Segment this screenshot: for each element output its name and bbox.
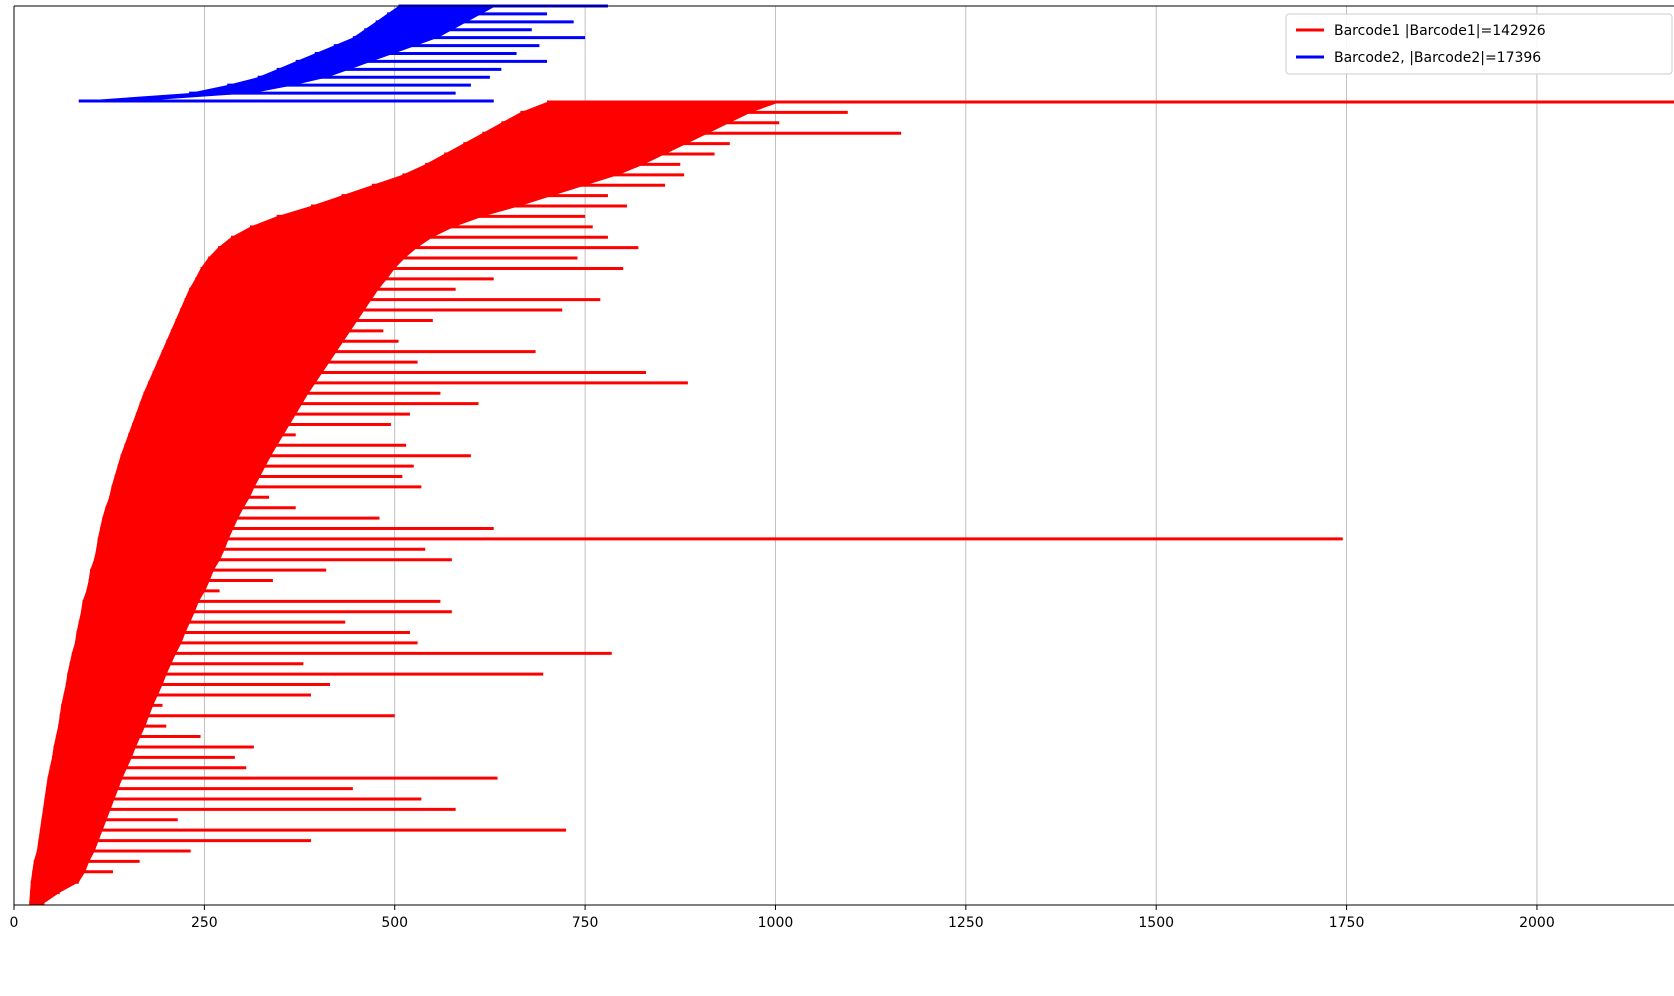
bar-barcode1-body — [29, 102, 781, 903]
axes-layer — [13, 5, 1674, 906]
x-tick-label: 250 — [191, 915, 218, 931]
x-tick-label: 0 — [10, 915, 19, 931]
bar-barcode2-body — [78, 6, 497, 101]
x-tick-label: 500 — [381, 915, 408, 931]
legend-box — [1285, 13, 1673, 75]
x-tick-label: 2000 — [1519, 915, 1555, 931]
legend: Barcode1 |Barcode1|=142926 Barcode2, |Bar… — [1285, 13, 1673, 75]
legend-label: Barcode1 |Barcode1|=142926 — [1334, 23, 1546, 39]
ticks-layer: 0 250 500 750 1000 1250 1500 1750 2000 — [10, 905, 1555, 931]
x-tick-label: 1000 — [758, 915, 794, 931]
x-tick-label: 750 — [572, 915, 599, 931]
x-tick-label: 1500 — [1138, 915, 1174, 931]
legend-label: Barcode2, |Barcode2|=17396 — [1334, 50, 1541, 66]
x-tick-label: 1250 — [948, 915, 984, 931]
x-tick-label: 1750 — [1329, 915, 1365, 931]
